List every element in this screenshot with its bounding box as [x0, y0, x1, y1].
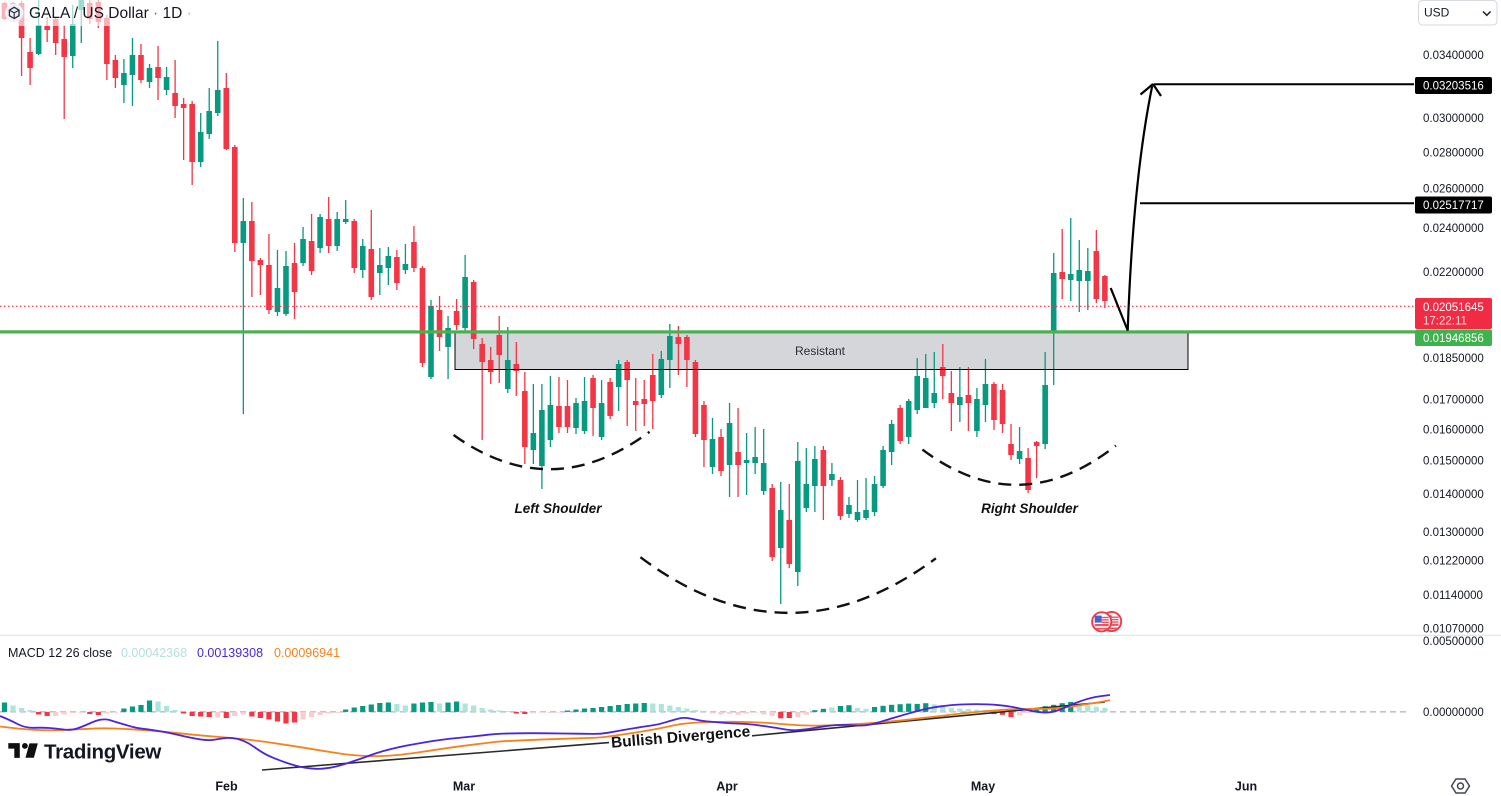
svg-text:0.00096941: 0.00096941	[274, 646, 340, 660]
svg-text:Apr: Apr	[716, 780, 738, 794]
svg-text:0.00000000: 0.00000000	[1423, 707, 1484, 719]
svg-text:0.01850000: 0.01850000	[1423, 353, 1484, 365]
svg-text:0.00042368: 0.00042368	[121, 646, 187, 660]
svg-text:0.01700000: 0.01700000	[1423, 395, 1484, 407]
svg-text:17:22:11: 17:22:11	[1423, 316, 1467, 328]
svg-text:0.01946856: 0.01946856	[1423, 333, 1484, 345]
svg-text:0.03400000: 0.03400000	[1423, 50, 1484, 62]
svg-text:Left Shoulder: Left Shoulder	[515, 501, 603, 516]
svg-text:0.02051645: 0.02051645	[1423, 302, 1484, 314]
svg-text:0.03000000: 0.03000000	[1423, 113, 1484, 125]
svg-text:0.02517717: 0.02517717	[1423, 200, 1484, 212]
svg-text:Mar: Mar	[453, 780, 475, 794]
svg-text:Right Shoulder: Right Shoulder	[981, 501, 1078, 516]
svg-text:Jun: Jun	[1235, 780, 1257, 794]
svg-text:0.00139308: 0.00139308	[197, 646, 263, 660]
svg-text:TradingView: TradingView	[44, 741, 161, 764]
svg-text:Resistant: Resistant	[795, 344, 846, 358]
svg-text:0.01070000: 0.01070000	[1423, 624, 1484, 636]
svg-text:0.02600000: 0.02600000	[1423, 184, 1484, 196]
svg-text:May: May	[971, 780, 995, 794]
svg-text:GALA / US Dollar · 1D ·: GALA / US Dollar · 1D ·	[29, 5, 192, 22]
svg-text:0.01400000: 0.01400000	[1423, 489, 1484, 501]
svg-text:0.03203516: 0.03203516	[1423, 81, 1484, 93]
svg-text:0.01300000: 0.01300000	[1423, 527, 1484, 539]
svg-text:0.00500000: 0.00500000	[1423, 636, 1484, 648]
svg-text:0.01140000: 0.01140000	[1423, 590, 1483, 602]
svg-text:0.01220000: 0.01220000	[1423, 555, 1484, 567]
svg-text:0.02200000: 0.02200000	[1423, 267, 1484, 279]
svg-text:MACD 12 26 close: MACD 12 26 close	[8, 646, 112, 660]
svg-text:0.01600000: 0.01600000	[1423, 424, 1484, 436]
svg-text:0.02400000: 0.02400000	[1423, 223, 1484, 235]
svg-text:0.02800000: 0.02800000	[1423, 147, 1484, 159]
svg-text:Feb: Feb	[215, 780, 238, 794]
svg-text:0.01500000: 0.01500000	[1423, 456, 1484, 468]
svg-text:USD: USD	[1424, 6, 1450, 20]
